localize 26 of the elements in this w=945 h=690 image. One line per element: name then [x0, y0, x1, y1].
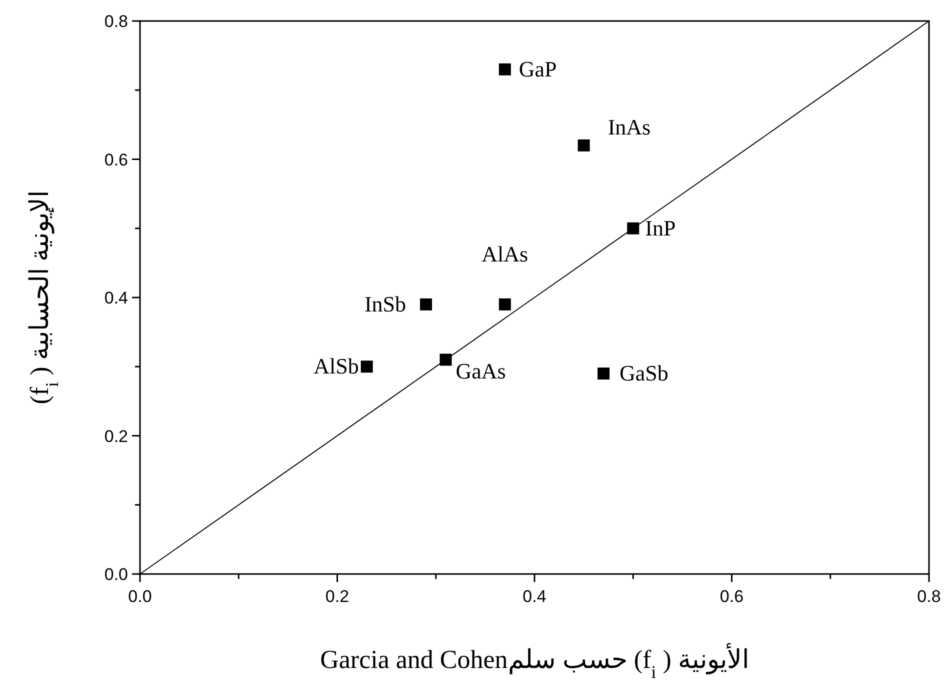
x-tick-label: 0.4	[522, 587, 546, 606]
annotation: GaAs	[456, 358, 506, 384]
x-tick-label: 0.0	[128, 587, 152, 606]
point	[578, 139, 590, 152]
point	[598, 368, 610, 380]
y-tick-label: 0.6	[104, 150, 128, 170]
y-tick-label: 0.8	[104, 12, 128, 31]
annotation: InP	[645, 215, 676, 240]
annotation: AlAs	[482, 241, 528, 266]
y-tick-label: 0.0	[104, 565, 128, 584]
annotation: GaSb	[620, 360, 668, 386]
point	[420, 298, 432, 310]
annotation: GaP	[518, 56, 557, 82]
point	[627, 222, 640, 234]
annotation: InSb	[364, 291, 406, 316]
x-tick-label: 0.2	[325, 587, 350, 606]
x-tick-label: 0.8	[917, 587, 941, 606]
y-tick-label: 0.4	[104, 288, 128, 308]
y-tick-label: 0.2	[104, 426, 128, 446]
annotation: InAs	[608, 114, 651, 140]
point	[498, 298, 511, 310]
x-tick-label: 0.6	[720, 587, 744, 606]
annotation: AlSb	[314, 354, 359, 379]
point	[440, 354, 452, 366]
point	[360, 360, 373, 373]
point	[498, 63, 511, 76]
